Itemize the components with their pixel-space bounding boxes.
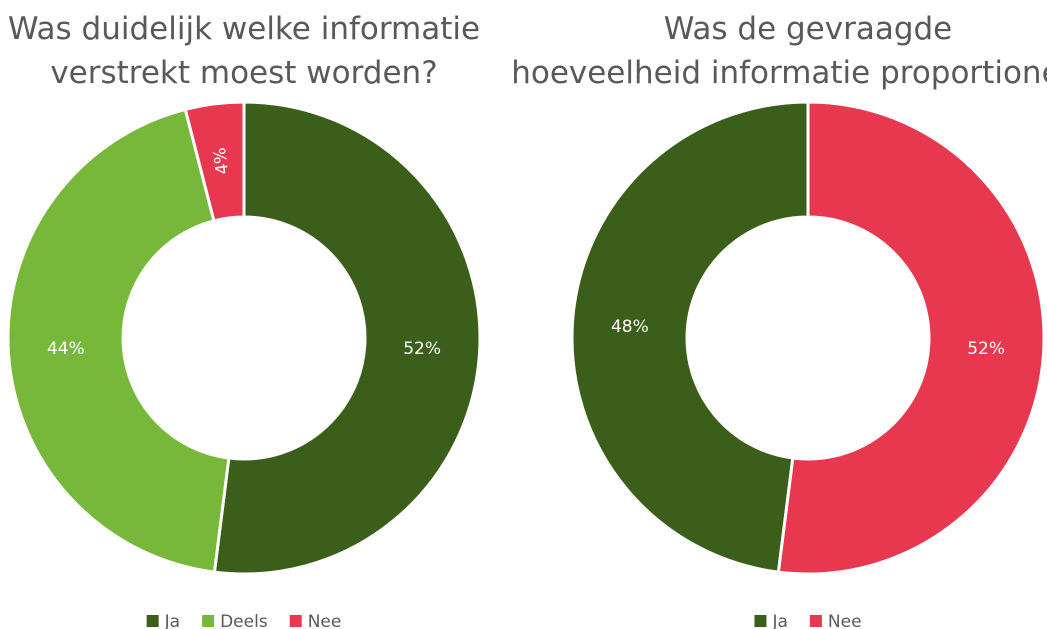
- slice: [212, 100, 482, 576]
- slice: [570, 100, 810, 574]
- legend-swatch: [202, 615, 215, 627]
- chart-title: Was de gevraagde hoeveelheid informatie p…: [511, 11, 1047, 91]
- legend-label: Ja: [164, 612, 180, 629]
- data-label: 52%: [403, 339, 441, 359]
- slice: [183, 100, 246, 223]
- legend-label: Ja: [771, 612, 787, 629]
- legend-label: Deels: [220, 612, 268, 629]
- data-label: 48%: [611, 317, 649, 337]
- legend-label: Nee: [828, 612, 862, 629]
- slice: [6, 107, 231, 574]
- legend-label: Nee: [308, 612, 342, 629]
- legend-swatch: [809, 615, 822, 627]
- legend-swatch: [289, 615, 302, 627]
- chart-title: Was duidelijk welke informatie verstrekt …: [8, 11, 480, 91]
- legend-swatch: [146, 615, 159, 627]
- data-label: 4%: [210, 146, 233, 175]
- legend-swatch: [754, 615, 767, 627]
- data-label: 44%: [47, 339, 85, 359]
- slice: [776, 100, 1046, 576]
- data-label: 52%: [967, 339, 1005, 359]
